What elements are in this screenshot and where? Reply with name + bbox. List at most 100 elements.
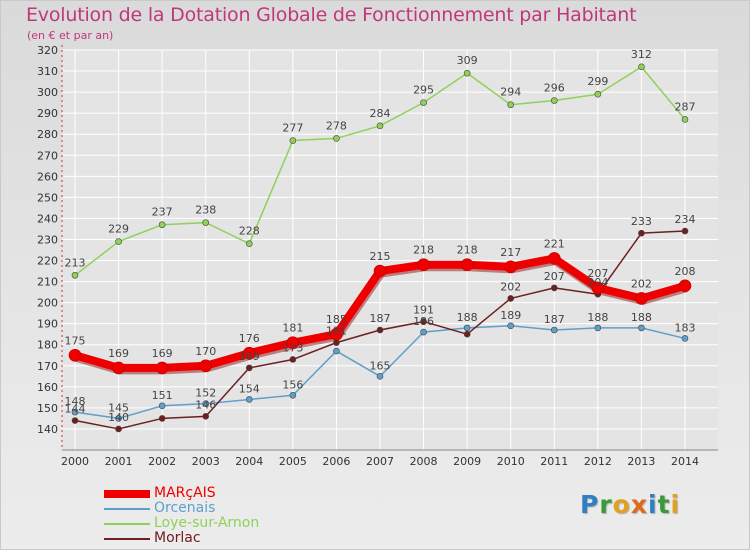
legend-label: Loye-sur-Arnon <box>154 515 260 531</box>
data-label: 217 <box>500 246 521 259</box>
data-point <box>504 260 518 274</box>
data-point <box>71 417 79 424</box>
data-label: 237 <box>152 206 173 219</box>
data-point <box>591 281 605 295</box>
data-label: 176 <box>239 332 260 345</box>
data-point <box>245 240 253 247</box>
y-tick-label: 140 <box>37 423 58 436</box>
x-tick-label: 2009 <box>453 455 481 468</box>
y-tick-label: 260 <box>37 170 58 183</box>
legend-swatch <box>104 538 150 540</box>
x-tick-label: 2007 <box>366 455 394 468</box>
chart-title: Evolution de la Dotation Globale de Fonc… <box>26 4 637 26</box>
data-label: 233 <box>631 215 652 228</box>
legend-swatch <box>104 490 150 498</box>
x-tick-label: 2003 <box>192 455 220 468</box>
x-tick-label: 2008 <box>410 455 438 468</box>
data-label: 191 <box>413 304 434 317</box>
x-tick-label: 2000 <box>61 455 89 468</box>
data-point <box>333 347 340 355</box>
data-point <box>507 322 515 330</box>
data-point <box>420 318 427 325</box>
y-tick-label: 160 <box>37 381 58 394</box>
data-label: 165 <box>370 359 391 372</box>
data-label: 144 <box>65 403 86 416</box>
legend-item: MARçAIS <box>104 485 344 501</box>
data-label: 175 <box>65 334 86 347</box>
data-label: 181 <box>326 325 347 338</box>
data-point <box>507 295 515 302</box>
data-label: 309 <box>457 54 478 67</box>
data-point <box>550 284 558 292</box>
data-label: 154 <box>239 382 260 395</box>
x-tick-label: 2001 <box>105 455 133 468</box>
data-label: 299 <box>587 75 608 88</box>
y-tick-label: 250 <box>37 191 58 204</box>
y-tick-label: 320 <box>37 44 58 57</box>
data-label: 213 <box>65 256 86 269</box>
data-point <box>71 408 79 416</box>
grid-lines <box>62 49 718 450</box>
data-label: 156 <box>282 378 303 391</box>
data-label: 173 <box>282 341 303 354</box>
logo-letter: x <box>630 490 648 519</box>
data-point <box>463 324 471 332</box>
legend-item: Loye-sur-Arnon <box>104 515 344 531</box>
logo-letter: t <box>657 490 671 519</box>
data-label: 169 <box>239 350 260 363</box>
data-point <box>547 252 561 265</box>
data-label: 202 <box>500 280 521 293</box>
data-label: 185 <box>326 313 347 326</box>
data-label: 169 <box>108 347 129 360</box>
data-label: 148 <box>65 395 86 408</box>
data-label: 207 <box>587 267 608 280</box>
x-tick-label: 2014 <box>671 455 699 468</box>
data-label: 169 <box>152 347 173 360</box>
x-tick-label: 2002 <box>148 455 176 468</box>
y-tick-label: 300 <box>37 86 58 99</box>
legend-label: MARçAIS <box>154 485 216 501</box>
data-point <box>638 63 645 71</box>
data-label: 189 <box>500 309 521 322</box>
plot-area <box>62 50 718 450</box>
data-point <box>330 327 343 341</box>
data-point <box>242 346 256 360</box>
y-tick-label: 180 <box>37 339 58 352</box>
data-point <box>678 279 692 293</box>
logo-letter: i <box>648 490 658 519</box>
data-point <box>202 219 210 226</box>
data-point <box>463 69 471 77</box>
data-point <box>638 229 645 237</box>
data-point <box>550 97 558 104</box>
legend-label: Orcenais <box>154 500 216 516</box>
data-point <box>158 415 166 422</box>
data-point <box>376 373 384 380</box>
data-point <box>286 336 300 349</box>
data-point <box>507 101 515 109</box>
data-label: 170 <box>195 345 216 358</box>
data-label: 221 <box>544 237 565 250</box>
logo-letter: o <box>612 490 631 519</box>
y-tick-label: 220 <box>37 255 58 268</box>
data-point <box>460 258 474 272</box>
y-tick-label: 170 <box>37 360 58 373</box>
data-label: 312 <box>631 48 652 61</box>
x-tick-label: 2012 <box>584 455 612 468</box>
data-label: 145 <box>108 401 129 414</box>
proxiti-logo: Proxiti <box>580 490 680 519</box>
data-label: 186 <box>413 315 434 328</box>
data-point <box>245 364 253 372</box>
data-point <box>289 356 297 363</box>
data-label: 229 <box>108 223 129 236</box>
data-label: 277 <box>282 122 303 135</box>
legend-item: Morlac <box>104 530 344 546</box>
y-tick-label: 230 <box>37 233 58 246</box>
data-label: 188 <box>631 311 652 324</box>
data-label: 238 <box>195 204 216 217</box>
data-label: 284 <box>370 107 391 120</box>
data-label: 183 <box>675 321 696 334</box>
data-label: 287 <box>675 100 696 113</box>
data-point <box>202 413 210 420</box>
